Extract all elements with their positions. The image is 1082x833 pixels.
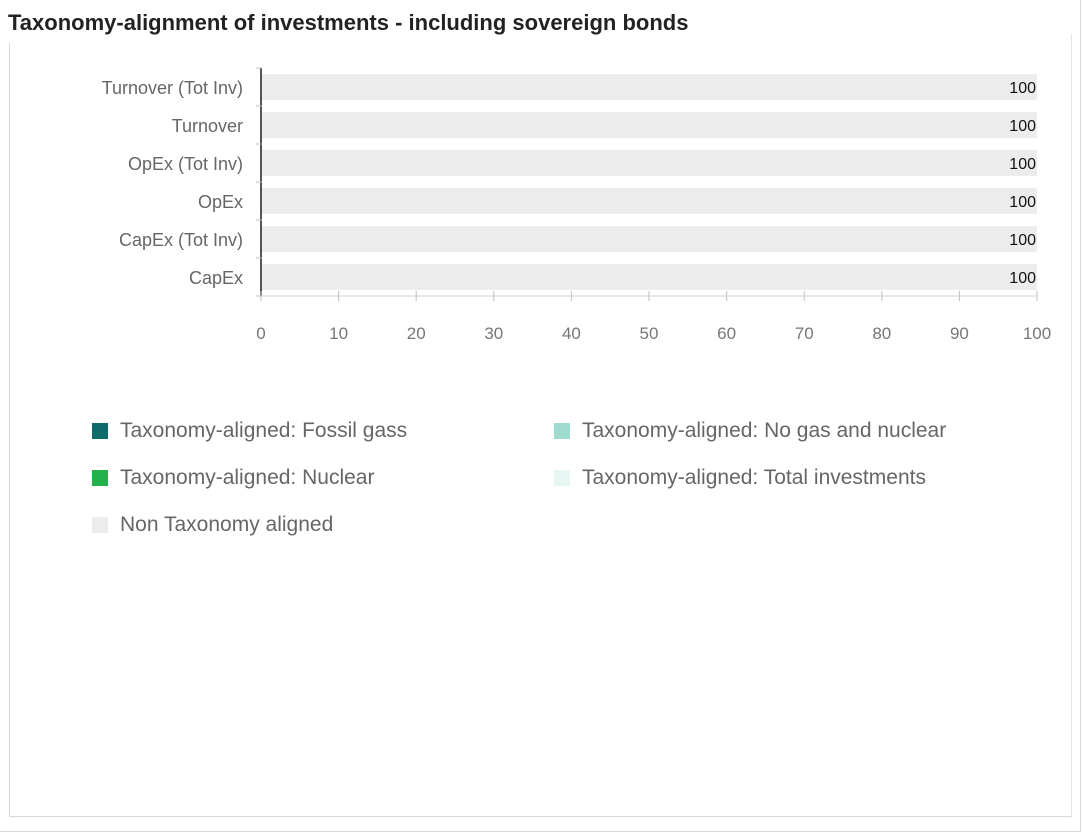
x-tick-label: 40 bbox=[562, 324, 581, 343]
legend-label: Taxonomy-aligned: Nuclear bbox=[120, 466, 375, 489]
legend-label: Taxonomy-aligned: Fossil gass bbox=[120, 419, 408, 442]
legend-label: Taxonomy-aligned: Total investments bbox=[582, 466, 926, 489]
legend-swatch bbox=[92, 470, 108, 486]
x-tick-label: 80 bbox=[872, 324, 891, 343]
chart-frame-right-edge bbox=[1071, 34, 1072, 817]
x-tick-label: 70 bbox=[795, 324, 814, 343]
x-tick-label: 100 bbox=[1023, 324, 1051, 343]
legend-item: Non Taxonomy aligned bbox=[92, 510, 333, 540]
chart-frame-left-edge bbox=[9, 43, 10, 817]
data-label: 100 bbox=[1009, 118, 1036, 135]
legend-item: Taxonomy-aligned: Nuclear bbox=[92, 463, 374, 493]
data-label: 100 bbox=[1009, 270, 1036, 287]
x-tick-label: 20 bbox=[407, 324, 426, 343]
legend-swatch bbox=[92, 423, 108, 439]
category-label: Turnover (Tot Inv) bbox=[102, 78, 243, 98]
legend-swatch bbox=[92, 517, 108, 533]
data-label: 100 bbox=[1009, 80, 1036, 97]
legend-swatch bbox=[554, 423, 570, 439]
chart-frame-bottom-edge bbox=[9, 816, 1071, 817]
x-tick-label: 0 bbox=[256, 324, 265, 343]
data-label: 100 bbox=[1009, 156, 1036, 173]
bar-segment bbox=[261, 150, 1037, 176]
x-tick-label: 10 bbox=[329, 324, 348, 343]
x-tick-label: 50 bbox=[640, 324, 659, 343]
bar-segment bbox=[261, 188, 1037, 214]
chart-title: Taxonomy-alignment of investments - incl… bbox=[8, 10, 689, 35]
category-label: OpEx (Tot Inv) bbox=[128, 154, 243, 174]
legend-label: Non Taxonomy aligned bbox=[120, 513, 334, 536]
category-label: Turnover bbox=[172, 116, 243, 136]
data-label: 100 bbox=[1009, 232, 1036, 249]
category-label: OpEx bbox=[198, 192, 243, 212]
legend-label: Taxonomy-aligned: No gas and nuclear bbox=[582, 419, 947, 442]
category-label: CapEx bbox=[189, 268, 243, 288]
x-tick-label: 90 bbox=[950, 324, 969, 343]
legend-item: Taxonomy-aligned: Total investments bbox=[554, 463, 926, 493]
bar-segment bbox=[261, 264, 1037, 290]
chart-legend: Taxonomy-aligned: Fossil gass Taxonomy-al… bbox=[92, 416, 1032, 556]
legend-item: Taxonomy-aligned: Fossil gass bbox=[92, 416, 407, 446]
legend-item: Taxonomy-aligned: No gas and nuclear bbox=[554, 416, 946, 446]
x-tick-label: 30 bbox=[484, 324, 503, 343]
x-tick-label: 60 bbox=[717, 324, 736, 343]
data-label: 100 bbox=[1009, 194, 1036, 211]
bar-segment bbox=[261, 74, 1037, 100]
category-label: CapEx (Tot Inv) bbox=[119, 230, 243, 250]
bar-segment bbox=[261, 112, 1037, 138]
legend-swatch bbox=[554, 470, 570, 486]
bar-segment bbox=[261, 226, 1037, 252]
